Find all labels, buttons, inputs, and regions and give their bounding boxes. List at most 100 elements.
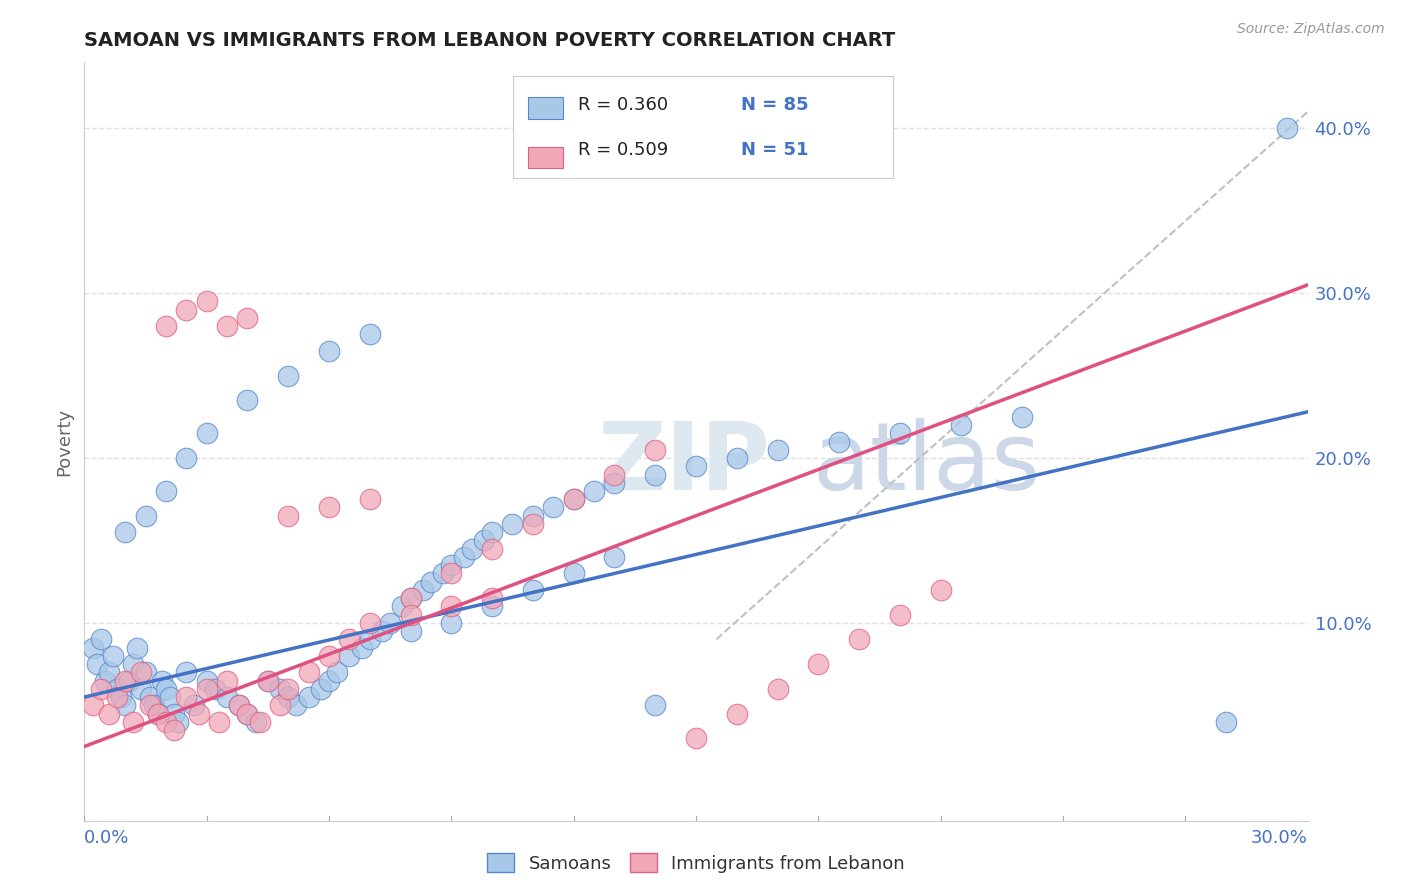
Point <box>155 681 177 696</box>
Point <box>603 549 626 564</box>
Point <box>257 673 280 688</box>
Point <box>472 533 495 548</box>
Point <box>195 673 218 688</box>
Point <box>236 706 259 721</box>
Point <box>1011 409 1033 424</box>
Point <box>371 624 394 639</box>
Point <box>807 657 830 671</box>
Point <box>603 467 626 482</box>
Point <box>350 640 373 655</box>
Point <box>236 706 259 721</box>
Point <box>889 426 911 441</box>
Point <box>522 508 544 523</box>
Point <box>309 681 332 696</box>
Point <box>82 640 104 655</box>
Point <box>174 665 197 680</box>
Point <box>142 698 165 713</box>
Point <box>257 673 280 688</box>
Text: atlas: atlas <box>813 418 1040 510</box>
Point <box>399 607 422 622</box>
Point <box>249 714 271 729</box>
Point <box>217 690 239 704</box>
Point <box>380 615 402 630</box>
Point <box>97 665 120 680</box>
Point <box>318 500 340 515</box>
Point <box>105 690 128 704</box>
Point <box>195 426 218 441</box>
Point <box>127 640 149 655</box>
Point <box>167 714 190 729</box>
Point <box>245 714 267 729</box>
Point <box>269 681 291 696</box>
Point <box>440 566 463 581</box>
Text: 0.0%: 0.0% <box>84 829 129 847</box>
Point <box>217 319 239 334</box>
Legend: Samoans, Immigrants from Lebanon: Samoans, Immigrants from Lebanon <box>479 846 912 880</box>
Point <box>481 591 503 606</box>
Point <box>90 632 112 647</box>
Point <box>285 698 308 713</box>
Point <box>502 516 524 531</box>
Point <box>174 302 197 317</box>
Point <box>481 525 503 540</box>
Text: R = 0.360: R = 0.360 <box>578 95 668 113</box>
Point <box>339 632 361 647</box>
Point <box>432 566 454 581</box>
Point <box>277 681 299 696</box>
Point <box>412 582 434 597</box>
Point <box>159 690 181 704</box>
Point <box>277 508 299 523</box>
Point <box>889 607 911 622</box>
Point <box>766 442 789 457</box>
Point <box>359 632 381 647</box>
Point <box>828 434 851 449</box>
Bar <box>529 146 562 168</box>
Point <box>277 690 299 704</box>
Point <box>114 525 136 540</box>
Point <box>101 648 124 663</box>
Point <box>461 541 484 556</box>
Point <box>603 475 626 490</box>
Point <box>644 698 666 713</box>
Point <box>146 706 169 721</box>
Point <box>1277 121 1299 136</box>
Point <box>481 599 503 614</box>
Point <box>766 681 789 696</box>
Point <box>138 690 160 704</box>
Point <box>318 673 340 688</box>
Point <box>228 698 250 713</box>
Point <box>399 591 422 606</box>
Point <box>453 549 475 564</box>
Point <box>114 698 136 713</box>
Point <box>195 681 218 696</box>
Point <box>135 665 157 680</box>
Point <box>440 599 463 614</box>
Point <box>174 690 197 704</box>
Point <box>110 690 132 704</box>
Point <box>522 582 544 597</box>
Point <box>93 673 115 688</box>
Point <box>204 681 226 696</box>
Point <box>950 418 973 433</box>
Point <box>359 492 381 507</box>
Point <box>562 492 585 507</box>
Point <box>187 706 209 721</box>
Point <box>391 599 413 614</box>
Point <box>543 500 565 515</box>
Point <box>848 632 870 647</box>
Point <box>481 541 503 556</box>
Text: SAMOAN VS IMMIGRANTS FROM LEBANON POVERTY CORRELATION CHART: SAMOAN VS IMMIGRANTS FROM LEBANON POVERT… <box>84 30 896 50</box>
Point <box>440 615 463 630</box>
Point <box>236 310 259 325</box>
Point <box>685 459 707 474</box>
Point <box>399 624 422 639</box>
Point <box>326 665 349 680</box>
Point <box>217 673 239 688</box>
Point <box>114 673 136 688</box>
Point <box>86 657 108 671</box>
Point <box>118 673 141 688</box>
Bar <box>529 97 562 119</box>
Point <box>562 566 585 581</box>
Point <box>155 319 177 334</box>
Point <box>725 706 748 721</box>
